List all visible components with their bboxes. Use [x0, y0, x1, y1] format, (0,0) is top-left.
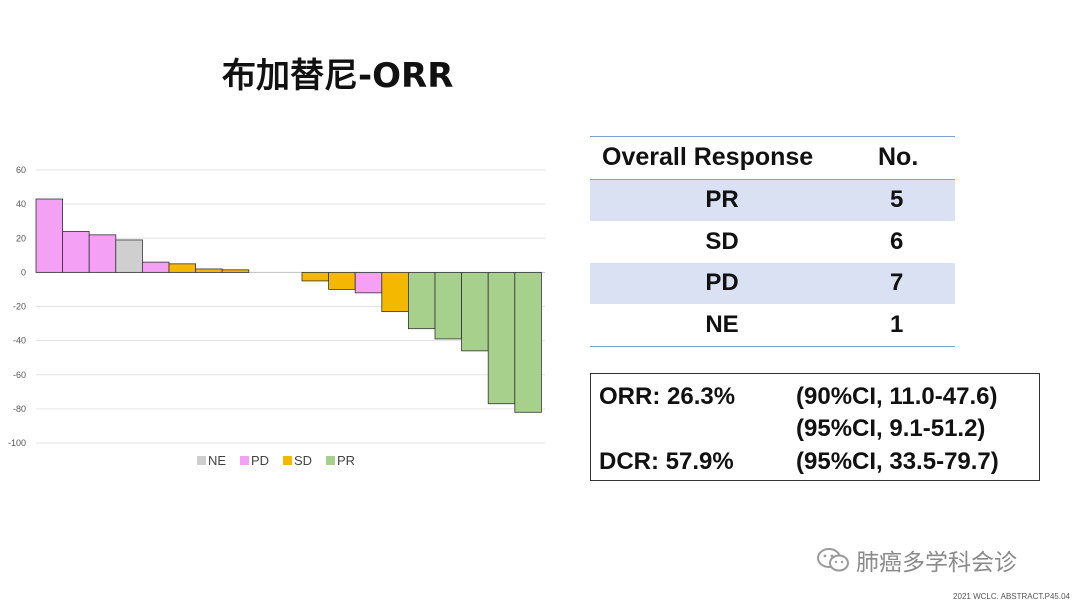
- response-cell: SD: [705, 227, 739, 255]
- legend: NE PD SD PR: [197, 453, 355, 468]
- legend-label-pd: PD: [251, 453, 269, 468]
- legend-swatch-sd: [283, 456, 292, 465]
- table-header-row: Overall Response No.: [590, 136, 955, 179]
- y-tick-label: 40: [16, 199, 26, 209]
- bar-pd: [354, 271, 383, 294]
- bar-sd: [221, 269, 250, 273]
- bar-pd: [88, 234, 117, 273]
- bar-pd: [35, 198, 64, 273]
- slide-title: 布加替尼-ORR: [222, 56, 454, 96]
- orr-ci90: (90%CI, 11.0-47.6): [796, 383, 998, 410]
- bar-sd: [301, 271, 330, 282]
- y-tick-label: -100: [8, 438, 26, 448]
- bar-pd: [141, 261, 170, 273]
- header-overall-response: Overall Response: [602, 143, 814, 172]
- response-cell: NE: [705, 310, 739, 338]
- bar-pr: [514, 271, 542, 413]
- legend-swatch-pd: [240, 456, 249, 465]
- count-cell: 7: [890, 269, 904, 297]
- bar-pr: [461, 271, 489, 352]
- watermark-text: 肺癌多学科会诊: [856, 550, 1017, 576]
- bar-sd: [168, 263, 197, 273]
- bar-pd: [62, 231, 90, 273]
- orr-value: ORR: 26.3%: [599, 383, 736, 410]
- bar-ne: [115, 239, 143, 273]
- dcr-value: DCR: 57.9%: [599, 448, 734, 475]
- wechat-icon: [817, 548, 849, 572]
- y-tick-label: -20: [13, 302, 26, 312]
- bar-pr: [434, 271, 463, 340]
- legend-label-ne: NE: [208, 453, 226, 468]
- y-tick-label: 60: [16, 165, 26, 175]
- watermark: 肺癌多学科会诊: [816, 543, 1017, 577]
- response-cell: PR: [705, 186, 739, 214]
- dcr-ci95: (95%CI, 33.5-79.7): [796, 448, 999, 475]
- waterfall-chart: 60 40 20 0 -20 -40 -60 -80 -100 NE PD SD PR: [8, 165, 545, 468]
- count-cell: 5: [890, 186, 904, 214]
- bar-pr: [487, 271, 516, 405]
- bar-sd: [381, 271, 409, 313]
- legend-label-pr: PR: [337, 453, 355, 468]
- legend-label-sd: SD: [294, 453, 312, 468]
- y-tick-label: -80: [13, 404, 26, 414]
- bar-pr: [407, 271, 436, 330]
- header-no: No.: [878, 143, 919, 172]
- overall-response-table: Overall Response No. PR 5 SD 6 PD 7 NE 1: [590, 136, 955, 347]
- y-tick-label: -40: [13, 336, 26, 346]
- bar-sd: [195, 268, 223, 273]
- count-cell: 6: [890, 227, 904, 255]
- y-tick-labels: 60 40 20 0 -20 -40 -60 -80 -100: [8, 165, 26, 448]
- y-tick-label: -60: [13, 370, 26, 380]
- legend-swatch-pr: [326, 456, 335, 465]
- orr-ci95: (95%CI, 9.1-51.2): [796, 415, 986, 442]
- table-row: SD 6: [590, 221, 955, 263]
- orr-dcr-box: ORR: 26.3% (90%CI, 11.0-47.6) (95%CI, 9.…: [590, 373, 1040, 481]
- bar-sd: [328, 271, 356, 290]
- table-row: NE 1: [590, 304, 955, 346]
- table-row: PR 5: [590, 179, 955, 221]
- legend-swatch-ne: [197, 456, 206, 465]
- y-tick-label: 0: [21, 267, 26, 277]
- count-cell: 1: [890, 310, 904, 338]
- bars: [35, 198, 542, 413]
- y-tick-label: 20: [16, 233, 26, 243]
- source-citation: 2021 WCLC. ABSTRACT.P45.04: [953, 592, 1070, 601]
- table-row: PD 7: [590, 262, 955, 304]
- response-cell: PD: [705, 269, 739, 297]
